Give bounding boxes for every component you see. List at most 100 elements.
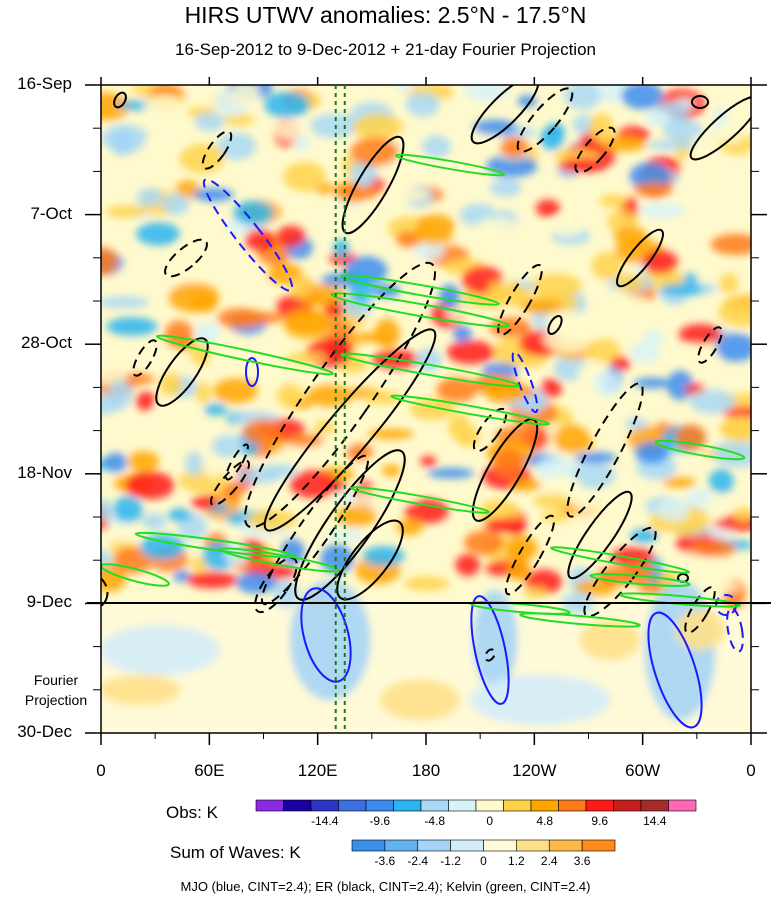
anomaly-blob: [448, 413, 471, 441]
anomaly-blob: [293, 135, 310, 151]
anomaly-blob: [574, 452, 617, 464]
mjo-contour: [715, 594, 737, 616]
projection-blob: [101, 625, 220, 675]
anomaly-blob: [625, 417, 647, 430]
anomaly-blob: [284, 434, 324, 448]
projection-blob: [101, 675, 180, 705]
anomaly-blob: [104, 452, 127, 473]
er-contour: [254, 556, 298, 614]
anomaly-blob: [487, 281, 504, 309]
anomaly-blob: [286, 352, 327, 364]
anomaly-blob: [164, 320, 194, 349]
anomaly-blob: [438, 284, 461, 309]
waves-colorbar-swatch: [417, 839, 451, 852]
kelvin-contour: [350, 486, 490, 514]
kelvin-contour: [550, 546, 690, 574]
obs-colorbar-swatch: [365, 799, 394, 812]
obs-colorbar-tick: 9.6: [591, 814, 609, 828]
anomaly-blob: [475, 217, 521, 242]
anomaly-blob: [333, 239, 350, 258]
er-contour: [504, 514, 556, 596]
anomaly-blob: [549, 216, 585, 237]
y-tick-label: 16-Sep: [17, 74, 72, 93]
anomaly-blob: [335, 505, 377, 527]
waves-colorbar-swatch: [384, 839, 419, 852]
anomaly-blob: [381, 464, 401, 477]
anomaly-blob: [404, 576, 450, 591]
anomaly-blob: [706, 493, 728, 521]
anomaly-blob: [593, 370, 621, 397]
anomaly-blob: [362, 546, 405, 567]
anomaly-blob: [634, 441, 669, 464]
anomaly-blob: [350, 137, 399, 167]
obs-colorbar-swatch: [310, 799, 339, 812]
anomaly-blob: [681, 273, 699, 285]
anomaly-blob: [708, 468, 734, 494]
obs-colorbar-tick: -4.8: [424, 814, 446, 828]
er-contour: [294, 449, 406, 601]
anomaly-blob: [289, 276, 314, 299]
anomaly-blob: [136, 188, 163, 207]
kelvin-contour: [394, 153, 506, 177]
anomaly-blob: [356, 489, 389, 511]
anomaly-blob: [101, 296, 149, 309]
anomaly-blob: [194, 382, 212, 404]
x-tick-label: 60W: [625, 761, 661, 780]
anomaly-blob: [306, 384, 353, 407]
anomaly-blob: [510, 478, 542, 492]
er-contour: [201, 130, 233, 170]
anomaly-blob: [420, 455, 437, 467]
anomaly-blob: [642, 249, 678, 275]
anomaly-blob: [325, 337, 354, 359]
waves-colorbar-swatch: [516, 839, 550, 852]
anomaly-blob: [591, 251, 623, 280]
kelvin-contour: [330, 292, 510, 328]
er-contour: [470, 85, 540, 145]
anomaly-blob: [136, 222, 181, 246]
obs-colorbar-swatch: [668, 799, 697, 812]
anomaly-blob: [463, 530, 504, 555]
y-tick-label: 7-Oct: [30, 203, 72, 223]
y-tick-label: 28-Oct: [20, 333, 72, 353]
kelvin-contour: [589, 573, 691, 587]
anomaly-blob: [143, 96, 184, 115]
anomaly-blob: [242, 419, 282, 445]
anomaly-blob: [553, 424, 591, 454]
mjo-contour: [647, 611, 703, 729]
anomaly-blob: [186, 571, 238, 589]
anomaly-blob: [583, 221, 609, 234]
obs-colorbar-swatch: [255, 799, 284, 812]
anomaly-blob: [656, 498, 690, 522]
er-contour: [689, 95, 751, 161]
anomaly-blob: [679, 160, 709, 190]
anomaly-blob: [544, 310, 590, 334]
anomaly-blob: [284, 311, 331, 336]
anomaly-blob: [211, 434, 244, 458]
er-contour: [547, 314, 563, 336]
obs-colorbar-tick: -14.4: [311, 814, 339, 828]
obs-colorbar-swatch: [640, 799, 669, 812]
anomaly-blob: [179, 143, 225, 174]
anomaly-blob: [536, 455, 578, 482]
er-contour: [14, 469, 115, 612]
anomaly-blob: [630, 528, 659, 544]
waves-colorbar-tick: 3.6: [573, 854, 591, 868]
waves-colorbar-tick: 0: [480, 854, 487, 868]
er-contour: [225, 443, 249, 481]
er-contour: [164, 238, 208, 278]
anomaly-blob: [222, 113, 255, 126]
anomaly-blob: [427, 467, 475, 479]
er-contour: [567, 490, 633, 580]
anomaly-blob: [349, 275, 373, 304]
anomaly-blob: [718, 272, 739, 294]
waves-colorbar-swatch: [581, 839, 616, 852]
er-contour: [684, 586, 716, 634]
anomaly-blob: [489, 178, 522, 197]
projection-blob: [380, 680, 460, 720]
obs-colorbar-swatch: [613, 799, 642, 812]
anomaly-blob: [513, 286, 532, 303]
anomaly-blob: [309, 113, 358, 139]
anomaly-blob: [127, 451, 160, 472]
anomaly-blob: [352, 113, 404, 141]
